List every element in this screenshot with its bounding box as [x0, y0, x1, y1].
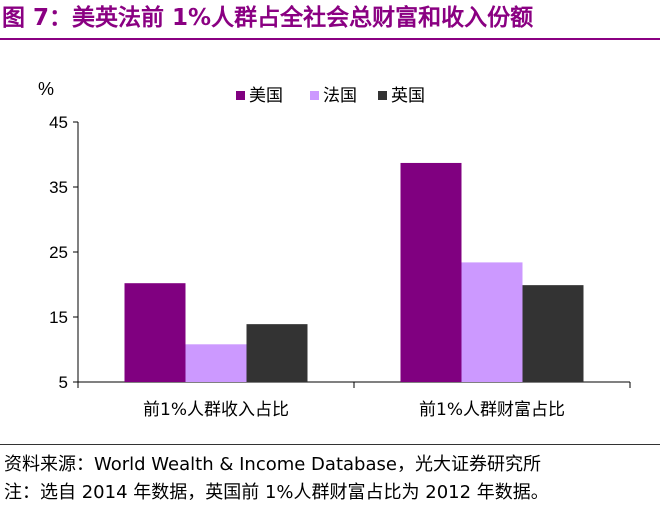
legend-label: 英国 — [391, 86, 425, 106]
y-tick-label: 15 — [49, 308, 68, 327]
x-category-label: 前1%人群收入占比 — [143, 400, 289, 420]
y-tick-label: 25 — [49, 243, 68, 262]
bar-chart: 美国 法国 英国 % 5 15 25 35 45 前1%人群收入占比 前1%人群财富占比 — [38, 79, 631, 420]
data-note: 注：选自 2014 年数据，英国前 1%人群财富占比为 2012 年数据。 — [4, 482, 549, 503]
legend-swatch — [236, 91, 245, 100]
legend-swatch — [378, 91, 387, 100]
bar-3-2 — [522, 285, 584, 382]
y-axis-unit: % — [38, 79, 54, 99]
legend-label: 美国 — [249, 86, 283, 106]
x-axis: 前1%人群收入占比 前1%人群财富占比 — [77, 381, 631, 420]
bar-2-1 — [185, 344, 247, 382]
y-axis: 5 15 25 35 45 — [49, 113, 79, 392]
bar-1-1 — [124, 283, 186, 382]
footnote-rule — [0, 444, 660, 445]
bar-1-2 — [400, 162, 462, 382]
source-note: 资料来源：World Wealth & Income Database，光大证券… — [4, 454, 541, 475]
bars — [124, 162, 584, 382]
bar-2-2 — [461, 262, 523, 382]
x-category-label: 前1%人群财富占比 — [419, 400, 565, 420]
legend-swatch — [310, 91, 319, 100]
y-tick-label: 45 — [49, 113, 68, 132]
legend-label: 法国 — [323, 86, 357, 106]
bar-3-1 — [246, 324, 308, 382]
figure-title: 图 7：美英法前 1%人群占全社会总财富和收入份额 — [2, 5, 534, 31]
legend: 美国 法国 英国 — [236, 86, 425, 106]
y-tick-label: 35 — [49, 178, 68, 197]
title-rule — [0, 38, 660, 40]
y-tick-label: 5 — [59, 373, 68, 392]
